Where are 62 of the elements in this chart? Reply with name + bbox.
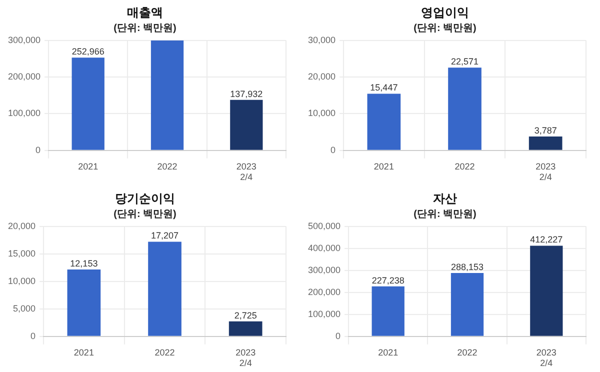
chart-title: 당기순이익 <box>115 192 175 206</box>
bar <box>67 270 101 336</box>
y-tick-label: 15,000 <box>8 248 36 258</box>
bar <box>450 273 484 336</box>
y-tick-label: 100,000 <box>308 308 341 319</box>
y-tick-label: 0 <box>36 144 41 155</box>
y-tick-label: 100,000 <box>8 108 41 118</box>
data-label: 17,207 <box>151 230 179 241</box>
bar <box>372 286 404 336</box>
bar <box>150 40 184 150</box>
y-tick-label: 20,000 <box>8 220 36 231</box>
chart-subtitle: (단위: 백만원) <box>414 209 476 220</box>
x-tick-label: 2021 <box>78 161 98 172</box>
x-tick-label: 2022 <box>154 347 175 358</box>
bar <box>528 136 562 150</box>
y-tick-label: 20,000 <box>308 72 336 82</box>
x-tick-label: 2022 <box>454 161 475 172</box>
y-tick-label: 0 <box>30 330 36 341</box>
x-tick-label: 2023 2/4 <box>236 347 256 368</box>
x-tick-label: 2023 2/4 <box>536 161 556 182</box>
y-tick-label: 300,000 <box>8 34 41 45</box>
bar <box>448 68 482 150</box>
y-tick-label: 300,000 <box>308 264 341 275</box>
chart-title: 영업이익 <box>421 6 469 20</box>
data-label: 412,227 <box>530 234 563 245</box>
data-label: 288,153 <box>450 262 484 272</box>
data-label: 12,153 <box>70 258 98 269</box>
data-label: 22,571 <box>451 56 479 67</box>
x-tick-label: 2023 2/4 <box>536 347 556 368</box>
x-tick-label: 2022 <box>157 161 178 172</box>
y-tick-label: 10,000 <box>308 108 336 118</box>
y-tick-label: 0 <box>336 330 341 341</box>
bar <box>530 246 563 336</box>
x-tick-label: 2022 <box>457 347 478 358</box>
bar <box>367 94 401 150</box>
x-tick-label: 2021 <box>378 347 398 358</box>
chart-title: 자산 <box>433 192 457 206</box>
x-tick-label: 2021 <box>374 161 394 172</box>
y-tick-label: 200,000 <box>8 72 41 82</box>
y-tick-label: 500,000 <box>308 220 341 231</box>
chart-title: 매출액 <box>127 6 163 20</box>
data-label: 227,238 <box>372 275 404 286</box>
chart-subtitle: (단위: 백만원) <box>114 23 176 34</box>
y-tick-label: 0 <box>330 144 336 155</box>
chart-subtitle: (단위: 백만원) <box>414 23 476 34</box>
x-tick-label: 2021 <box>74 347 94 358</box>
data-label: 252,966 <box>72 46 104 57</box>
y-tick-label: 400,000 <box>308 242 341 253</box>
y-tick-label: 5,000 <box>12 303 36 314</box>
x-tick-label: 2023 2/4 <box>236 161 256 182</box>
data-label: 15,447 <box>370 82 398 93</box>
data-label: 2,725 <box>234 310 257 320</box>
bar <box>230 100 263 150</box>
bar <box>72 58 104 150</box>
bar <box>148 242 182 336</box>
y-tick-label: 200,000 <box>308 286 341 297</box>
y-tick-label: 30,000 <box>308 34 336 45</box>
bar <box>228 321 262 336</box>
data-label: 137,932 <box>230 88 263 99</box>
data-label: 3,787 <box>534 126 557 136</box>
y-tick-label: 10,000 <box>8 276 36 286</box>
chart-subtitle: (단위: 백만원) <box>114 209 176 220</box>
